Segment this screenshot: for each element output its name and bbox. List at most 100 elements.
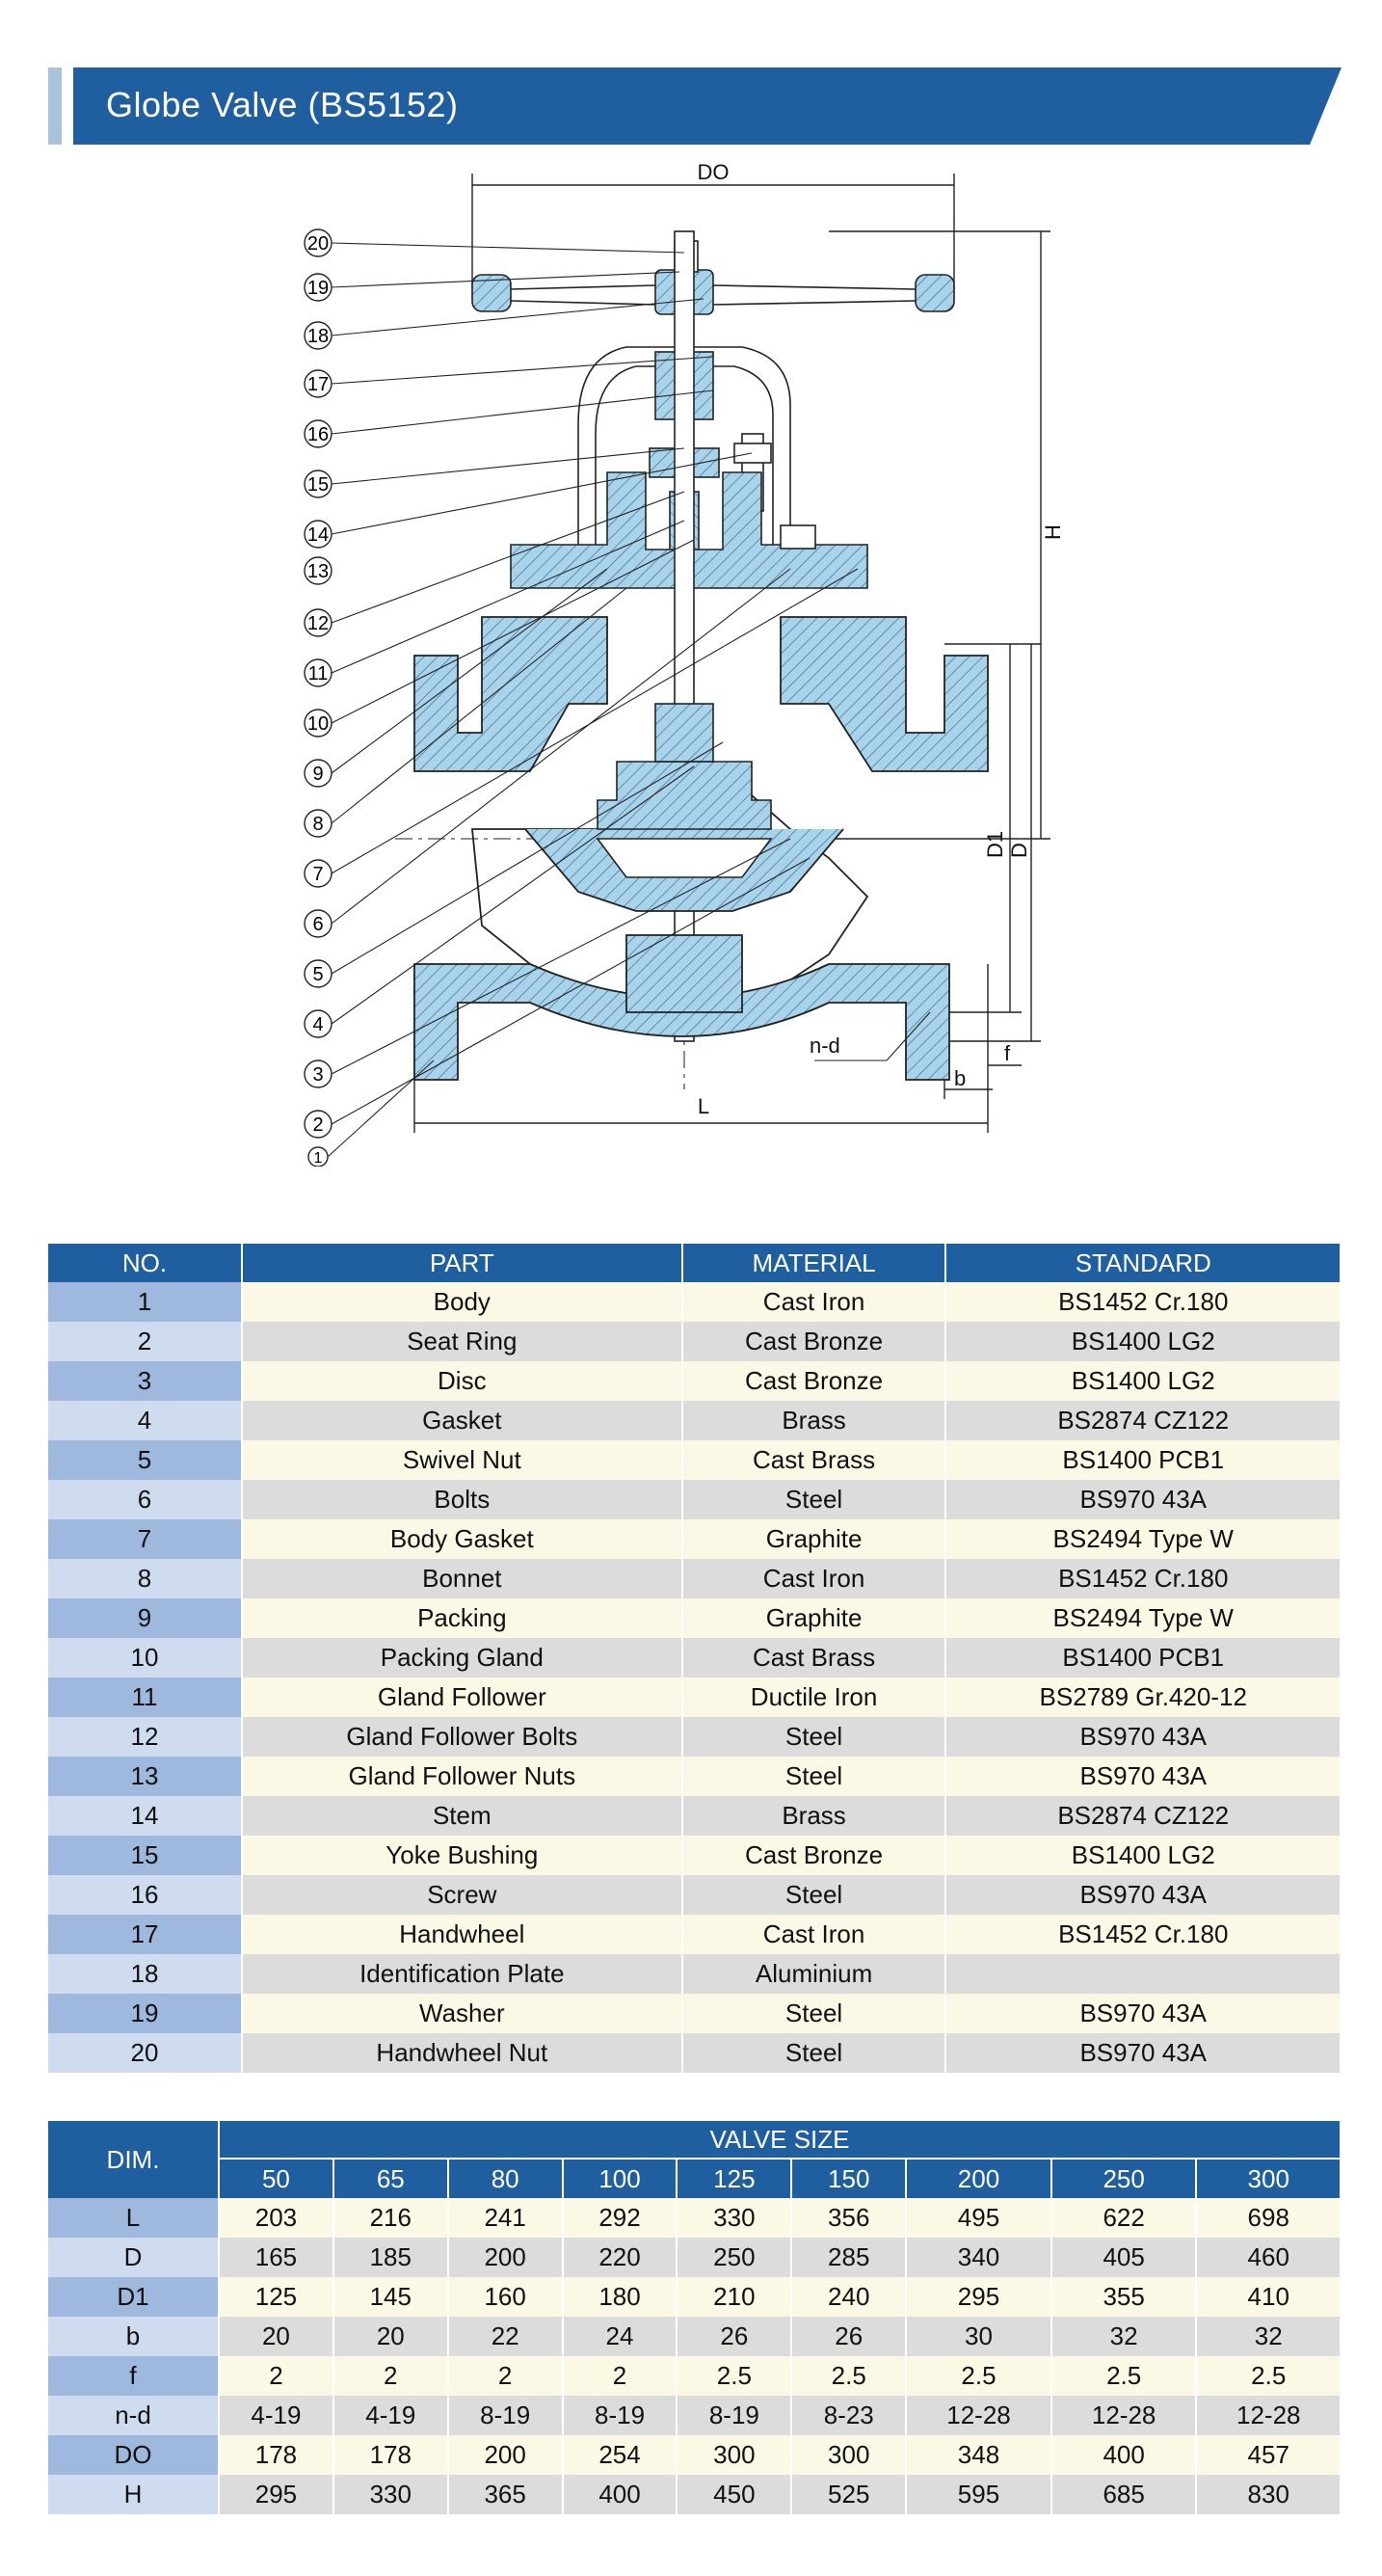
part-name-cell: Handwheel bbox=[242, 1915, 683, 1954]
standard-cell: BS1452 Cr.180 bbox=[945, 1282, 1340, 1322]
dim-value-cell: 2 bbox=[219, 2356, 334, 2396]
dim-value-cell: 460 bbox=[1196, 2238, 1340, 2277]
table-row: H 295 330 365 400 450 525 595 685 830 bbox=[48, 2475, 1340, 2514]
dim-row-label: b bbox=[48, 2317, 220, 2356]
standard-cell: BS2494 Type W bbox=[945, 1519, 1340, 1559]
part-no-cell: 7 bbox=[48, 1519, 243, 1559]
part-name-cell: Gland Follower Nuts bbox=[242, 1757, 683, 1796]
standard-cell: BS2789 Gr.420-12 bbox=[945, 1677, 1340, 1717]
material-cell: Steel bbox=[681, 2033, 947, 2073]
material-cell: Cast Iron bbox=[681, 1915, 947, 1954]
table-row: 9 Packing Graphite BS2494 Type W bbox=[48, 1598, 1340, 1638]
standard-cell: BS2494 Type W bbox=[945, 1598, 1340, 1638]
dim-value-cell: 8-19 bbox=[562, 2396, 678, 2435]
part-no-cell: 10 bbox=[48, 1638, 243, 1677]
callout-13: 13 bbox=[304, 556, 332, 585]
svg-text:2: 2 bbox=[312, 1114, 323, 1136]
col-header-standard: STANDARD bbox=[945, 1244, 1340, 1282]
svg-text:6: 6 bbox=[312, 914, 323, 935]
valve-size-125: 125 bbox=[677, 2158, 793, 2198]
part-no-cell: 19 bbox=[48, 1994, 243, 2033]
callout-14: 14 bbox=[304, 452, 753, 549]
standard-cell: BS1400 LG2 bbox=[945, 1836, 1340, 1875]
part-no-cell: 15 bbox=[48, 1836, 243, 1875]
standard-cell: BS2874 CZ122 bbox=[945, 1796, 1340, 1836]
svg-text:8: 8 bbox=[312, 814, 323, 835]
parts-material-table: NO. PART MATERIAL STANDARD 1 Body Cast Iro… bbox=[48, 1244, 1340, 2073]
dim-value-cell: 698 bbox=[1196, 2198, 1340, 2238]
table-row: b 20 20 22 24 26 26 30 32 32 bbox=[48, 2317, 1340, 2356]
callout-17: 17 bbox=[304, 356, 714, 398]
callout-16: 16 bbox=[304, 389, 714, 448]
callout-5: 5 bbox=[304, 741, 724, 988]
part-no-cell: 3 bbox=[48, 1361, 243, 1401]
material-cell: Steel bbox=[681, 1480, 947, 1519]
part-no-cell: 17 bbox=[48, 1915, 243, 1954]
dim-value-cell: 330 bbox=[677, 2198, 793, 2238]
part-no-cell: 20 bbox=[48, 2033, 243, 2073]
svg-text:9: 9 bbox=[312, 764, 323, 785]
dim-value-cell: 8-23 bbox=[791, 2396, 908, 2435]
dim-value-cell: 356 bbox=[791, 2198, 908, 2238]
table-row: 7 Body Gasket Graphite BS2494 Type W bbox=[48, 1519, 1340, 1559]
part-name-cell: Packing Gland bbox=[242, 1638, 683, 1677]
standard-cell: BS970 43A bbox=[945, 1717, 1340, 1757]
table-row: 1 Body Cast Iron BS1452 Cr.180 bbox=[48, 1282, 1340, 1322]
svg-text:17: 17 bbox=[307, 374, 329, 395]
table-row: 17 Handwheel Cast Iron BS1452 Cr.180 bbox=[48, 1915, 1340, 1954]
dim-label-f: f bbox=[1004, 1041, 1011, 1065]
part-no-cell: 8 bbox=[48, 1559, 243, 1598]
svg-text:14: 14 bbox=[307, 524, 329, 546]
standard-cell: BS1400 PCB1 bbox=[945, 1638, 1340, 1677]
part-name-cell: Screw bbox=[242, 1875, 683, 1915]
table-row: 15 Yoke Bushing Cast Bronze BS1400 LG2 bbox=[48, 1836, 1340, 1875]
table-row: 14 Stem Brass BS2874 CZ122 bbox=[48, 1796, 1340, 1836]
dim-value-cell: 20 bbox=[219, 2317, 334, 2356]
dim-value-cell: 32 bbox=[1196, 2317, 1340, 2356]
dim-value-cell: 292 bbox=[562, 2198, 678, 2238]
dim-value-cell: 330 bbox=[332, 2475, 449, 2514]
svg-text:16: 16 bbox=[307, 424, 329, 445]
svg-text:18: 18 bbox=[307, 326, 329, 347]
valve-cross-section-drawing: 20 19 18 17 16 15 14 bbox=[289, 160, 1118, 1167]
dim-row-label: f bbox=[48, 2356, 220, 2396]
part-name-cell: Swivel Nut bbox=[242, 1440, 683, 1480]
dim-value-cell: 2.5 bbox=[791, 2356, 908, 2396]
parts-table-header: NO. PART MATERIAL STANDARD bbox=[48, 1244, 1340, 1282]
callout-20: 20 bbox=[304, 228, 685, 257]
part-no-cell: 14 bbox=[48, 1796, 243, 1836]
svg-text:10: 10 bbox=[307, 713, 329, 735]
material-cell: Cast Brass bbox=[681, 1440, 947, 1480]
table-row: 13 Gland Follower Nuts Steel BS970 43A bbox=[48, 1757, 1340, 1796]
svg-text:4: 4 bbox=[312, 1014, 323, 1035]
part-name-cell: Disc bbox=[242, 1361, 683, 1401]
dim-value-cell: 200 bbox=[447, 2435, 564, 2475]
dim-value-cell: 30 bbox=[906, 2317, 1052, 2356]
valve-size-250: 250 bbox=[1050, 2158, 1198, 2198]
part-name-cell: Packing bbox=[242, 1598, 683, 1638]
dim-row-label: DO bbox=[48, 2435, 220, 2475]
banner-accent-bar bbox=[48, 67, 62, 145]
dim-value-cell: 685 bbox=[1050, 2475, 1198, 2514]
table-row: 16 Screw Steel BS970 43A bbox=[48, 1875, 1340, 1915]
part-name-cell: Bonnet bbox=[242, 1559, 683, 1598]
table-row: n-d 4-19 4-19 8-19 8-19 8-19 8-23 12-28 12-28 12-… bbox=[48, 2396, 1340, 2435]
material-cell: Aluminium bbox=[681, 1954, 947, 1994]
dim-row-label: D1 bbox=[48, 2277, 220, 2317]
callout-6: 6 bbox=[304, 568, 791, 938]
part-name-cell: Gland Follower bbox=[242, 1677, 683, 1717]
dim-value-cell: 200 bbox=[447, 2238, 564, 2277]
callout-3: 3 bbox=[304, 838, 791, 1088]
standard-cell: BS1400 PCB1 bbox=[945, 1440, 1340, 1480]
dim-value-cell: 340 bbox=[906, 2238, 1052, 2277]
standard-cell: BS1400 LG2 bbox=[945, 1361, 1340, 1401]
standard-cell: BS2874 CZ122 bbox=[945, 1401, 1340, 1440]
table-row: 2 Seat Ring Cast Bronze BS1400 LG2 bbox=[48, 1322, 1340, 1361]
dim-value-cell: 457 bbox=[1196, 2435, 1340, 2475]
material-cell: Graphite bbox=[681, 1598, 947, 1638]
table-row: D 165 185 200 220 250 285 340 405 460 bbox=[48, 2238, 1340, 2277]
dim-value-cell: 8-19 bbox=[447, 2396, 564, 2435]
dim-value-cell: 4-19 bbox=[332, 2396, 449, 2435]
standard-cell: BS970 43A bbox=[945, 1875, 1340, 1915]
dimensions-table: DIM. VALVE SIZE 50 65 80 100 125 150 200 250 300… bbox=[48, 2121, 1340, 2514]
